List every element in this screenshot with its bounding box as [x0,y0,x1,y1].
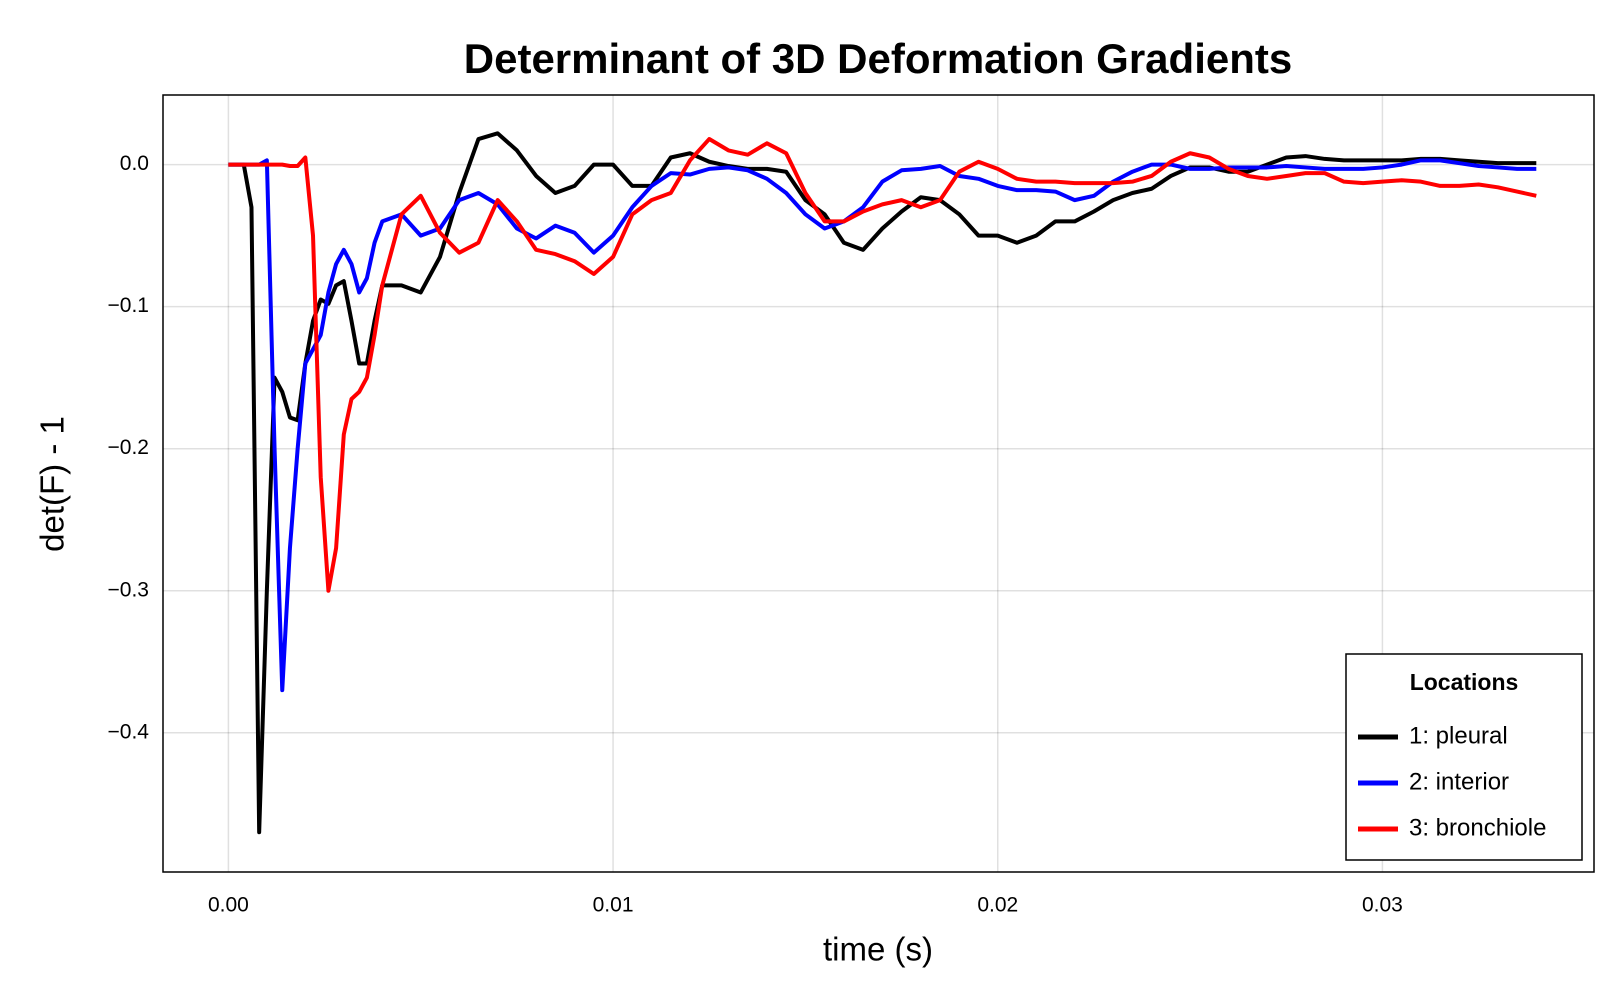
y-tick-label: −0.4 [108,720,150,743]
data-line [228,158,1537,693]
y-tick-label: −0.3 [108,578,149,601]
legend-label: 3: bronchiole [1409,814,1546,841]
legend-label: 1: pleural [1409,722,1508,749]
x-tick-label: 0.00 [208,894,249,917]
data-line [228,131,1537,835]
x-tick-label: 0.03 [1362,894,1403,917]
x-tick-label: 0.01 [593,894,634,917]
chart-title: Determinant of 3D Deformation Gradients [464,35,1292,82]
legend-title: Locations [1410,669,1519,695]
x-tick-label: 0.02 [977,894,1018,917]
x-axis-label: time (s) [823,931,933,968]
data-line [228,137,1537,593]
legend-box [1345,653,1583,861]
plot-frame [162,94,1595,873]
y-axis-label: det(F) - 1 [34,416,71,552]
legend-label: 2: interior [1409,768,1509,795]
y-tick-label: −0.2 [108,436,149,459]
y-tick-label: −0.1 [108,294,149,317]
y-tick-label: 0.0 [120,152,149,175]
